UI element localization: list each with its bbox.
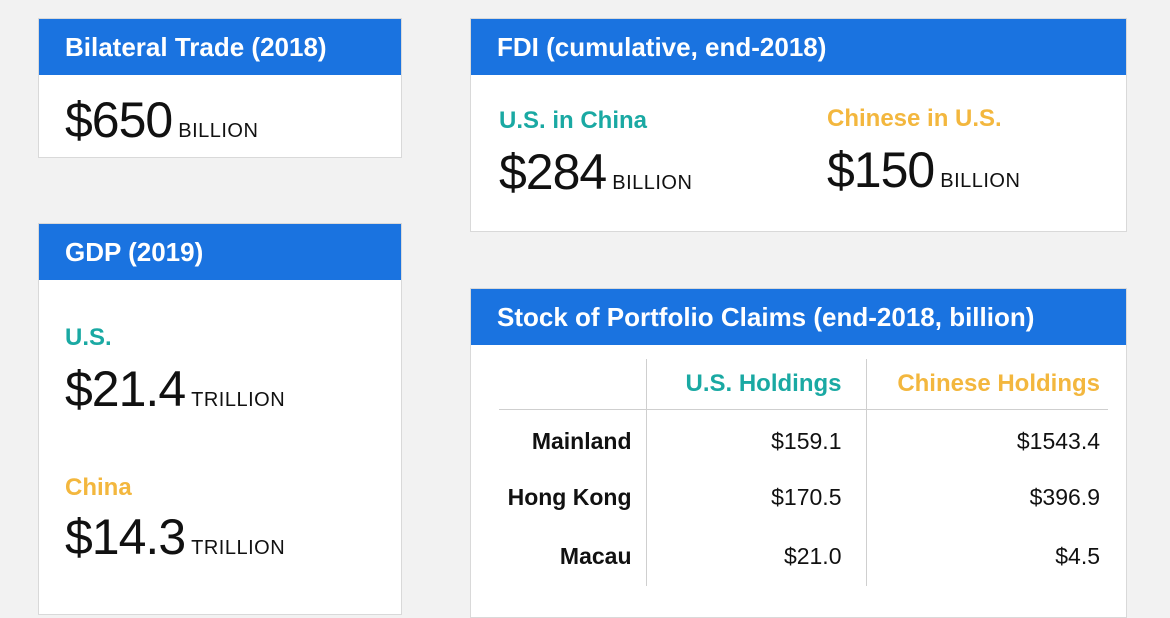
- gdp-china-unit: TRILLION: [191, 537, 286, 559]
- fdi-us-unit: BILLION: [612, 172, 693, 194]
- fdi-title: FDI (cumulative, end-2018): [471, 19, 1126, 75]
- row-region: Mainland: [531, 428, 632, 455]
- column-header-chinese-holdings: Chinese Holdings: [865, 359, 1108, 410]
- column-header-us-holdings: U.S. Holdings: [645, 359, 866, 410]
- bilateral-trade-card: Bilateral Trade (2018) $650 BILLION: [38, 18, 402, 158]
- bilateral-trade-amount: $650 BILLION: [65, 91, 258, 149]
- portfolio-claims-card: Stock of Portfolio Claims (end-2018, bil…: [470, 288, 1127, 618]
- fdi-china-value: $150: [827, 142, 935, 198]
- table-row: Hong Kong $170.5 $396.9: [499, 468, 1108, 527]
- row-us-holdings: $21.0: [645, 527, 866, 586]
- gdp-card: GDP (2019) U.S. $21.4 TRILLION China $14.…: [38, 223, 402, 615]
- fdi-china-amount: $150 BILLION: [827, 141, 1020, 199]
- row-us-holdings: $159.1: [645, 409, 866, 468]
- gdp-china-value: $14.3: [65, 509, 186, 565]
- fdi-us-amount: $284 BILLION: [499, 143, 692, 201]
- gdp-china-amount: $14.3 TRILLION: [65, 508, 285, 566]
- fdi-china-label: Chinese in U.S.: [827, 105, 1002, 132]
- table-header-row: U.S. Holdings Chinese Holdings: [499, 359, 1108, 410]
- portfolio-claims-title: Stock of Portfolio Claims (end-2018, bil…: [471, 289, 1126, 345]
- row-chinese-holdings: $1543.4: [865, 409, 1108, 468]
- row-region: Hong Kong: [507, 484, 632, 510]
- gdp-us-unit: TRILLION: [191, 389, 286, 411]
- row-us-holdings: $170.5: [645, 468, 866, 527]
- bilateral-trade-value: $650: [65, 92, 173, 148]
- row-chinese-holdings: $396.9: [865, 468, 1108, 527]
- bilateral-trade-title: Bilateral Trade (2018): [39, 19, 401, 75]
- gdp-china-label: China: [65, 474, 132, 501]
- fdi-us-value: $284: [499, 144, 607, 200]
- table-row: Mainland $159.1 $1543.4: [499, 409, 1108, 468]
- gdp-us-amount: $21.4 TRILLION: [65, 360, 285, 418]
- row-region: Macau: [559, 543, 632, 569]
- row-chinese-holdings: $4.5: [865, 527, 1108, 586]
- fdi-china-unit: BILLION: [940, 170, 1021, 192]
- gdp-us-label: U.S.: [65, 324, 112, 351]
- portfolio-claims-table: U.S. Holdings Chinese Holdings Mainland …: [499, 359, 1108, 586]
- fdi-card: FDI (cumulative, end-2018) U.S. in China…: [470, 18, 1127, 232]
- gdp-title: GDP (2019): [39, 224, 401, 280]
- fdi-us-label: U.S. in China: [499, 107, 648, 134]
- gdp-us-value: $21.4: [65, 361, 186, 417]
- column-header-region: [499, 359, 646, 410]
- bilateral-trade-unit: BILLION: [178, 120, 259, 142]
- table-row: Macau $21.0 $4.5: [499, 527, 1108, 586]
